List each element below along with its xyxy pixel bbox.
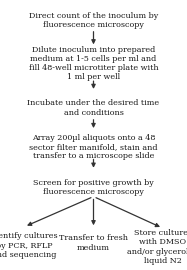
Text: Direct count of the inoculum by
fluorescence microscopy: Direct count of the inoculum by fluoresc…: [29, 12, 158, 29]
Text: Screen for positive growth by
fluorescence microscopy: Screen for positive growth by fluorescen…: [33, 179, 154, 196]
Text: Array 200µl aliquots onto a 48
sector filter manifold, stain and
transfer to a m: Array 200µl aliquots onto a 48 sector fi…: [29, 134, 158, 160]
Text: Store cultures
with DMSO
and/or glycerol in
liquid N2: Store cultures with DMSO and/or glycerol…: [127, 229, 187, 265]
Text: Dilute inoculum into prepared
medium at 1-5 cells per ml and
fill 48-well microt: Dilute inoculum into prepared medium at …: [29, 46, 158, 81]
Text: Transfer to fresh
medium: Transfer to fresh medium: [59, 234, 128, 252]
Text: Identify cultures
by PCR, RFLP
and sequencing: Identify cultures by PCR, RFLP and seque…: [0, 232, 58, 259]
Text: Incubate under the desired time
and conditions: Incubate under the desired time and cond…: [27, 99, 160, 117]
